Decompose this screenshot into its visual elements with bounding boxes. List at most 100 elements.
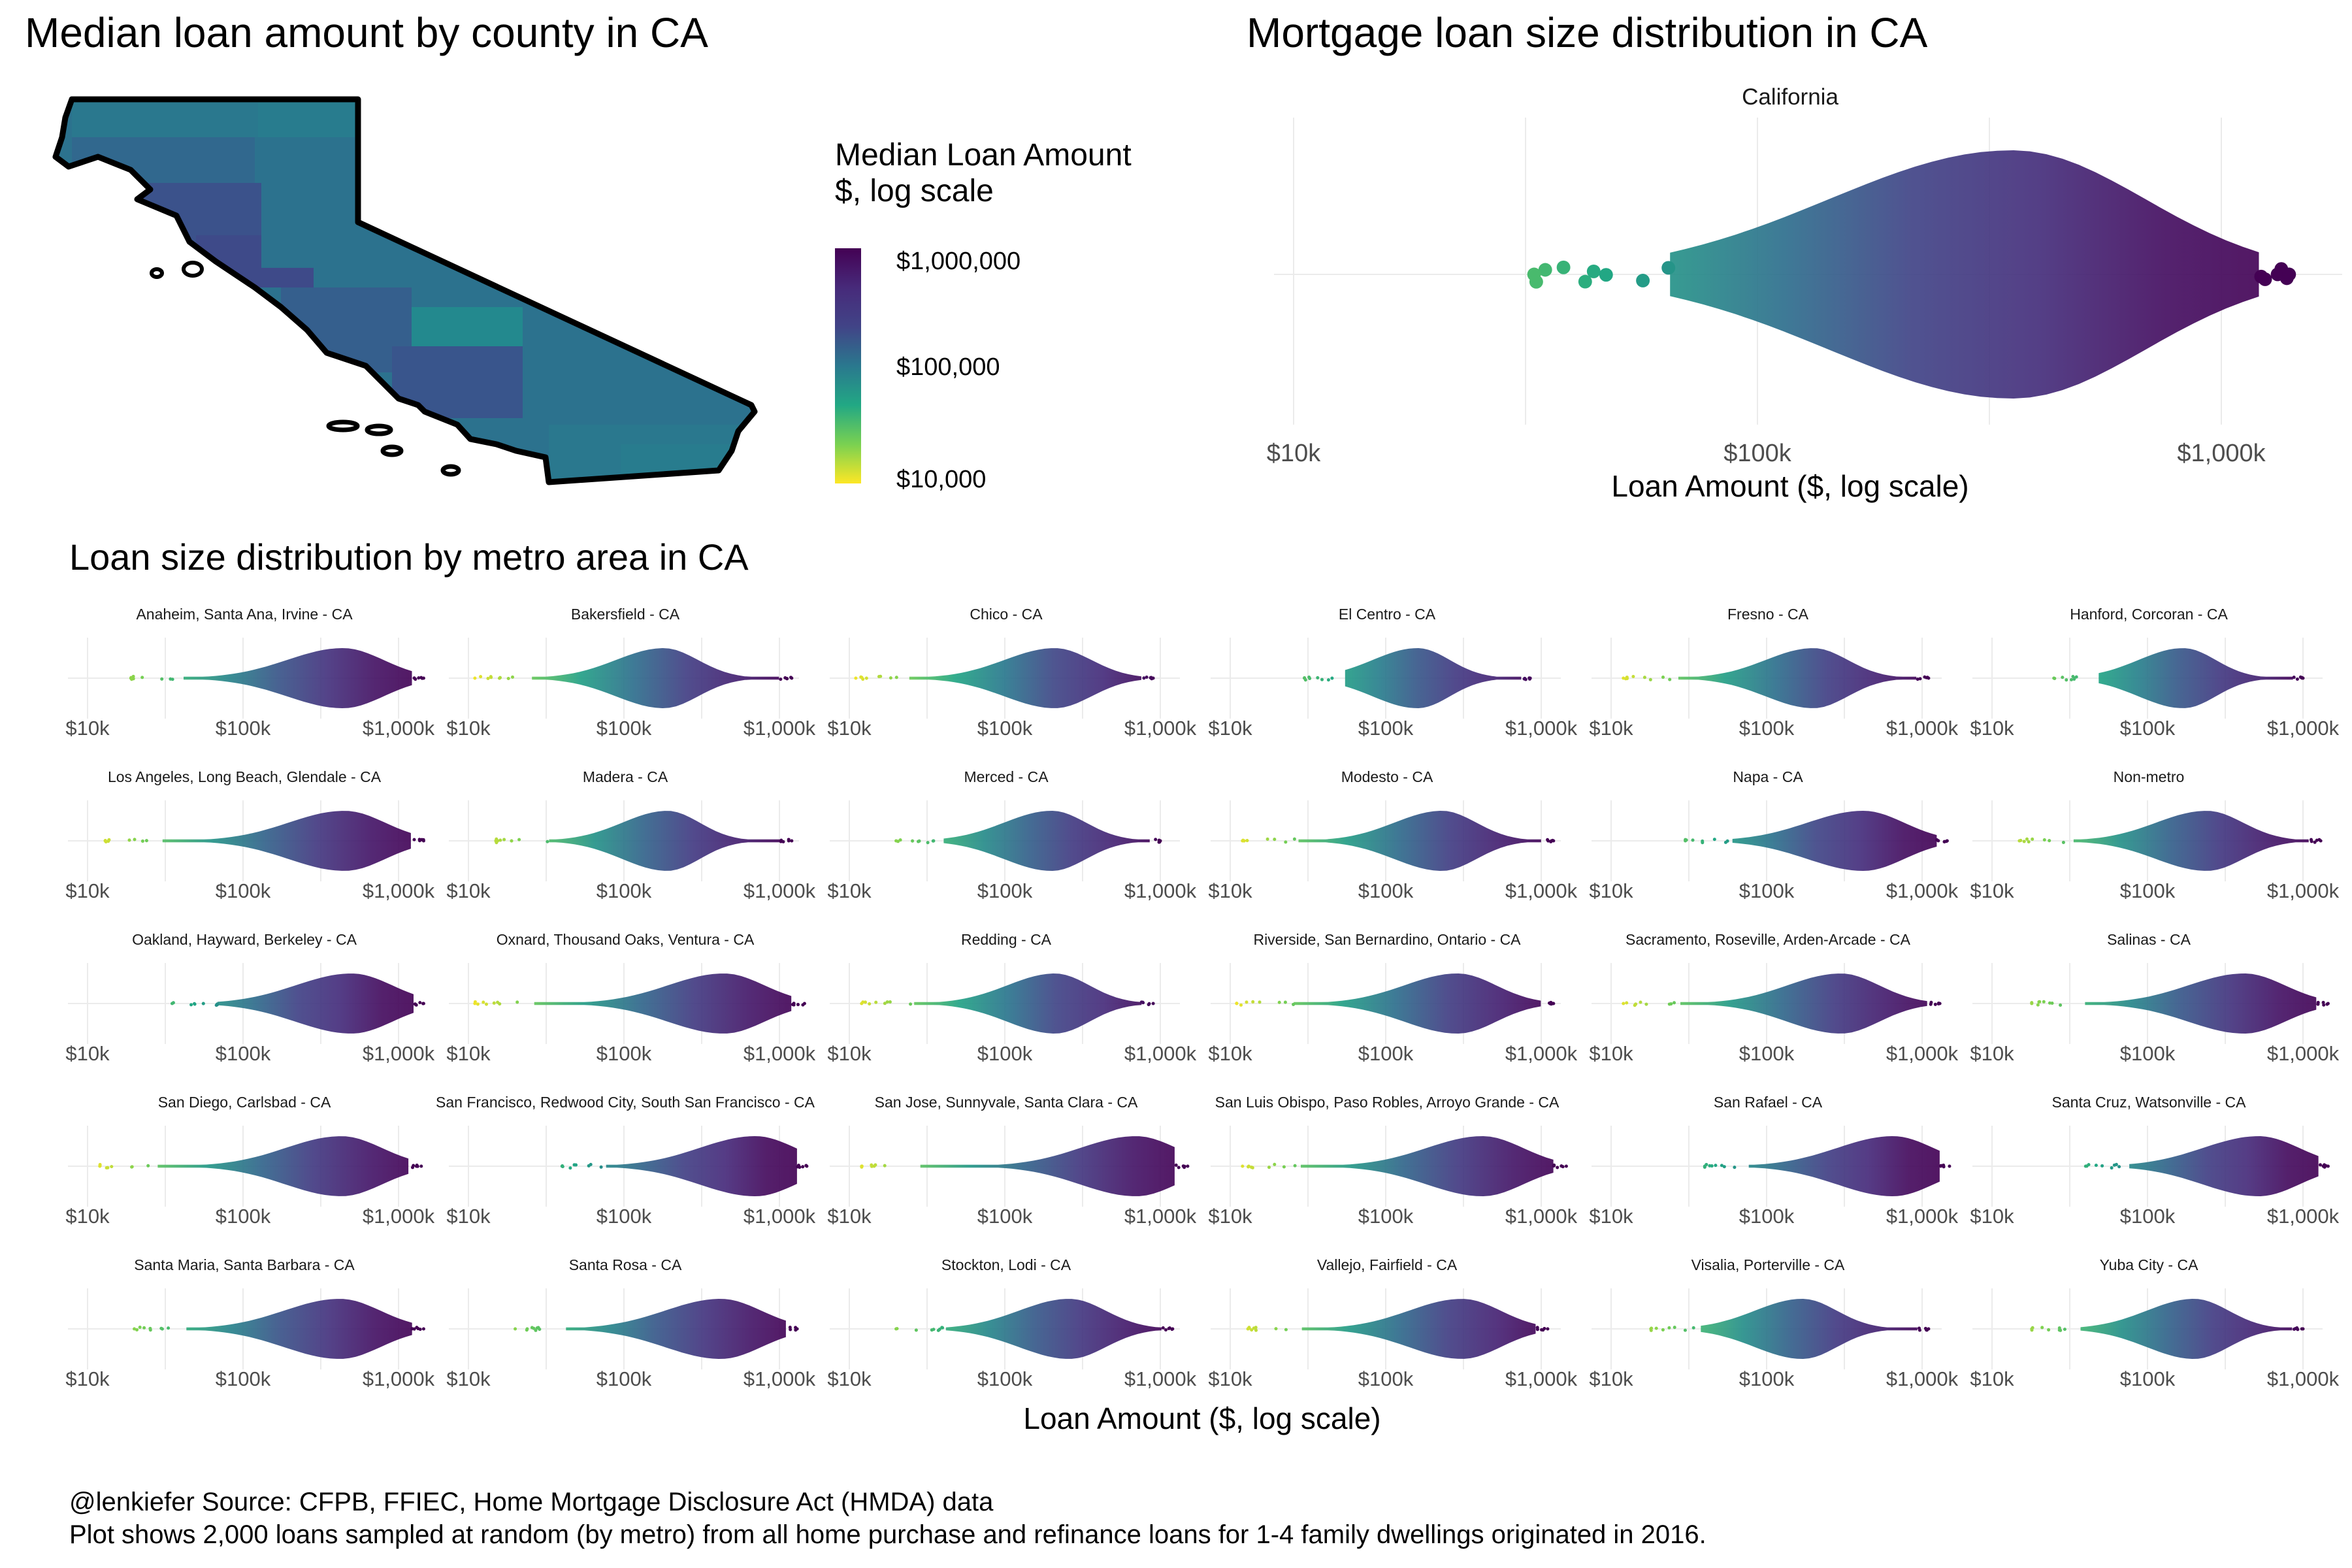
facet-14-point xyxy=(888,1000,892,1004)
facet-2-point xyxy=(1142,676,1146,680)
facet-3-point xyxy=(1320,678,1324,681)
facet-28-point xyxy=(1654,1326,1658,1330)
facet-15-point xyxy=(1251,1000,1255,1004)
facet-panel: San Diego, Carlsbad - CA $10k $100k $1,000k xyxy=(65,1094,434,1228)
facet-15-point xyxy=(1549,1000,1553,1004)
overall-point xyxy=(1636,274,1650,287)
facet-0-point-max xyxy=(421,676,425,680)
facet-10-point xyxy=(1725,839,1729,843)
facet-13-tick-label: $10k xyxy=(446,1042,491,1065)
facet-16-outlier-dots xyxy=(1622,1000,1942,1007)
facet-26-point xyxy=(930,1328,934,1332)
facet-15-outlier-dots xyxy=(1235,1000,1556,1007)
facet-23-point-max xyxy=(2326,1164,2330,1168)
facet-22-point xyxy=(1939,1164,1943,1168)
overall-point-max xyxy=(2282,267,2296,282)
facet-23-point xyxy=(2110,1166,2114,1170)
facet-0-point xyxy=(140,676,144,679)
facet-17-point xyxy=(2048,1001,2051,1005)
facet-1-point xyxy=(510,675,515,679)
facet-24-point xyxy=(167,1326,171,1330)
facet-10-point-min xyxy=(1684,839,1688,843)
facet-panel: Los Angeles, Long Beach, Glendale - CA $1… xyxy=(65,768,434,902)
facet-8-swarm-body xyxy=(943,811,1150,871)
facet-8-point-min xyxy=(894,839,898,843)
facet-label: Oxnard, Thousand Oaks, Ventura - CA xyxy=(497,931,755,948)
facet-17-tick-label: $1,000k xyxy=(2267,1042,2340,1065)
facet-1-point-max xyxy=(790,676,794,680)
island-1 xyxy=(326,419,360,433)
facet-label: San Jose, Sunnyvale, Santa Clara - CA xyxy=(875,1094,1138,1111)
facet-15-point-min xyxy=(1235,1002,1239,1005)
facet-17-point xyxy=(2322,1003,2326,1007)
facet-1-point xyxy=(486,676,490,680)
facet-25-point-max xyxy=(795,1327,799,1331)
facet-2-point xyxy=(864,676,868,680)
facet-21-point xyxy=(1273,1162,1277,1166)
facet-24-point xyxy=(148,1326,152,1330)
facet-10-point xyxy=(1712,838,1716,841)
facet-panel: Merced - CA $10k $100k $1,000k xyxy=(827,768,1196,902)
facet-4-tick-label: $10k xyxy=(1589,717,1633,740)
facet-11-tick-label: $10k xyxy=(1970,879,2014,902)
island-3 xyxy=(380,444,404,457)
facet-16-tick-label: $100k xyxy=(1739,1042,1795,1065)
facet-14-point xyxy=(883,1002,887,1005)
overall-point xyxy=(2258,272,2272,286)
facet-23-point xyxy=(2100,1164,2104,1168)
facet-19-swarm-body xyxy=(606,1136,797,1196)
county-region-9 xyxy=(392,346,523,418)
facet-23-tick-label: $100k xyxy=(2120,1205,2176,1228)
facet-22-point xyxy=(1714,1164,1718,1168)
overall-outlier-dots xyxy=(1527,260,2296,289)
facet-25-swarm-body xyxy=(566,1299,786,1359)
facet-3-point xyxy=(1326,678,1330,682)
facet-8-point xyxy=(926,841,930,845)
facet-19-point xyxy=(599,1165,603,1169)
metro-facets: Anaheim, Santa Ana, Irvine - CA $10k $100k… xyxy=(65,606,2339,1390)
facet-3-swarm-body xyxy=(1345,648,1522,708)
facet-16-point xyxy=(1634,1002,1638,1006)
facet-29-point-max xyxy=(2301,1327,2305,1331)
facet-28-tick-label: $1,000k xyxy=(1886,1367,1959,1390)
facet-7-point xyxy=(787,838,791,841)
facet-2-point-max xyxy=(1151,676,1155,680)
facet-5-point xyxy=(2295,677,2299,681)
facet-9-point xyxy=(1273,838,1277,841)
facet-3-tick-label: $10k xyxy=(1208,717,1252,740)
facet-27-swarm-body xyxy=(1301,1299,1536,1359)
facet-11-point xyxy=(2031,837,2034,841)
facet-18-tick-label: $10k xyxy=(65,1205,110,1228)
facet-8-point-max xyxy=(1158,839,1162,843)
facet-0-tick-label: $100k xyxy=(216,717,271,740)
facet-23-point xyxy=(2318,1163,2323,1167)
facet-20-point xyxy=(1183,1164,1186,1168)
facet-24-point-max xyxy=(421,1327,425,1331)
facet-2-point xyxy=(860,676,864,679)
facet-1-point xyxy=(785,677,789,681)
facet-17-point xyxy=(2050,1001,2054,1005)
facet-14-point-max xyxy=(1151,1002,1155,1005)
facet-0-swarm-body xyxy=(184,648,412,708)
facet-panel: Modesto - CA $10k $100k $1,000k xyxy=(1208,768,1577,902)
facet-27-tick-label: $100k xyxy=(1358,1367,1414,1390)
facet-9-swarm-body xyxy=(1298,811,1541,871)
facet-20-tick-label: $100k xyxy=(977,1205,1033,1228)
facet-28-outlier-dots xyxy=(1649,1326,1931,1332)
facet-label: Fresno - CA xyxy=(1727,606,1809,623)
facet-9-point xyxy=(1546,839,1550,843)
facet-1-tick-label: $1,000k xyxy=(743,717,816,740)
facet-22-swarm-body xyxy=(1748,1136,1940,1196)
facet-0-point xyxy=(131,677,135,681)
facet-0-point xyxy=(414,678,417,681)
facet-21-point xyxy=(1267,1166,1271,1169)
facet-10-point xyxy=(1942,840,1946,843)
facet-16-point xyxy=(1667,1002,1671,1006)
county-region-1 xyxy=(72,99,261,137)
facet-19-tick-label: $100k xyxy=(596,1205,652,1228)
facet-27-point xyxy=(1539,1328,1544,1331)
facet-17-point xyxy=(2321,1000,2325,1004)
facet-20-point xyxy=(870,1164,874,1168)
facet-panel: Vallejo, Fairfield - CA $10k $100k $1,000k xyxy=(1208,1256,1577,1390)
facet-3-tick-label: $100k xyxy=(1358,717,1414,740)
